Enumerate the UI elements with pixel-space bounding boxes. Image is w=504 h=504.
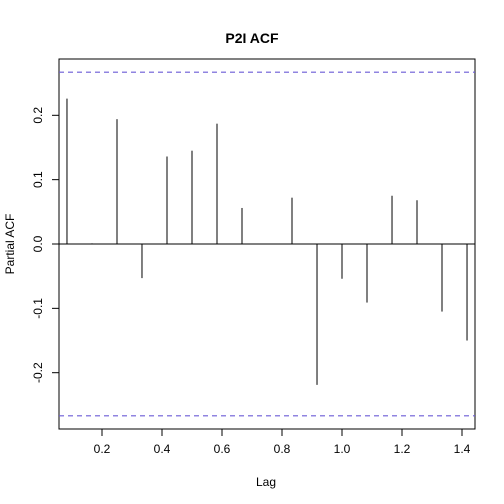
x-tick-label: 1.4 — [454, 442, 471, 456]
x-tick-label: 1.0 — [334, 442, 351, 456]
y-tick-label: -0.2 — [31, 362, 45, 383]
y-tick-label: 0.1 — [31, 171, 45, 188]
y-tick-label: 0.0 — [31, 235, 45, 252]
x-tick-label: 1.2 — [394, 442, 411, 456]
y-tick-label: 0.2 — [31, 107, 45, 124]
y-tick-label: -0.1 — [31, 298, 45, 319]
x-axis-label: Lag — [256, 475, 276, 489]
chart-title: P2I ACF — [225, 30, 279, 46]
x-tick-label: 0.8 — [274, 442, 291, 456]
x-tick-label: 0.2 — [94, 442, 111, 456]
y-axis-label: Partial ACF — [3, 214, 17, 275]
x-tick-label: 0.4 — [154, 442, 171, 456]
x-tick-label: 0.6 — [214, 442, 231, 456]
